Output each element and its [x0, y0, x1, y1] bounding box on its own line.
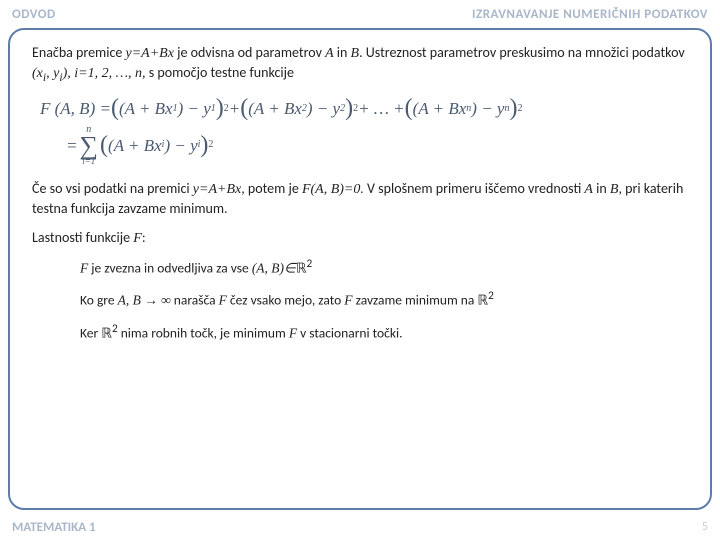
- footer: MATEMATIKA 1 5: [0, 514, 720, 540]
- content-frame: Enačba premice y=A+Bx je odvisna od para…: [8, 28, 712, 510]
- p1-tail: s pomočjo testne funkcije: [146, 64, 294, 81]
- sigma-icon: n ∑ i=1: [79, 125, 98, 166]
- paragraph-1: Enačba premice y=A+Bx je odvisna od para…: [32, 44, 688, 85]
- property-2: Ko gre A, B → ∞ narašča F čez vsako mejo…: [80, 289, 688, 310]
- p1-mid1: je odvisna od parametrov: [174, 44, 325, 61]
- p1-mid2: in: [334, 44, 351, 61]
- lparen-1: (: [111, 99, 119, 118]
- paragraph-2: Če so vsi podatki na premici y=A+Bx, pot…: [32, 180, 688, 219]
- f-lhs: F (A, B) =: [40, 95, 111, 122]
- properties-heading: Lastnosti funkcije F:: [32, 229, 688, 247]
- p1-A: A: [325, 46, 334, 61]
- p1-pre: Enačba premice: [32, 44, 126, 61]
- formula-line-1: F (A, B) = ((A + Bx1) − y1)2 + ((A + Bx2…: [40, 95, 688, 122]
- property-1: F je zvezna in odvedljiva za vse (A, B)∈…: [80, 257, 688, 278]
- slide: ODVOD IZRAVNAVANJE NUMERIČNIH PODATKOV E…: [0, 0, 720, 540]
- header-right: IZRAVNAVANJE NUMERIČNIH PODATKOV: [472, 7, 708, 22]
- page-number: 5: [702, 520, 708, 534]
- rparen-1: ): [216, 99, 224, 118]
- header: ODVOD IZRAVNAVANJE NUMERIČNIH PODATKOV: [0, 0, 720, 28]
- formula-block: F (A, B) = ((A + Bx1) − y1)2 + ((A + Bx2…: [40, 95, 688, 165]
- header-left: ODVOD: [12, 7, 56, 22]
- footer-left: MATEMATIKA 1: [12, 520, 96, 535]
- property-3: Ker ℝ2 nima robnih točk, je minimum F v …: [80, 322, 688, 343]
- formula-line-2: = n ∑ i=1 ((A + Bxi) − yi)2: [40, 125, 688, 166]
- properties-list: F je zvezna in odvedljiva za vse (A, B)∈…: [80, 257, 688, 343]
- p1-B: B: [351, 46, 360, 61]
- p1-mid3: . Ustreznost parametrov preskusimo na mn…: [359, 44, 685, 61]
- p1-eq: y=A+Bx: [126, 46, 174, 61]
- p1-data: (xi, yi), i=1, 2, …, n,: [32, 66, 146, 81]
